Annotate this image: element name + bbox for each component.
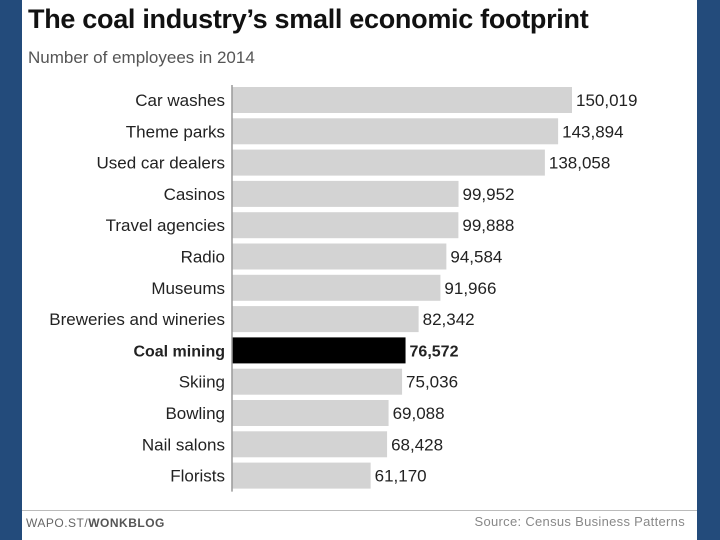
bar-nail-salons <box>232 431 388 458</box>
footer-credit[interactable]: WAPO.ST/WONKBLOG <box>26 516 165 530</box>
value-label: 91,966 <box>444 279 496 298</box>
category-label: Travel agencies <box>106 216 225 235</box>
bar-breweries-and-wineries <box>232 306 419 333</box>
category-label: Coal mining <box>133 343 225 360</box>
value-label: 150,019 <box>576 91 637 110</box>
value-label: 76,572 <box>410 343 459 360</box>
value-label: 94,584 <box>450 248 502 267</box>
source-note: Source: Census Business Patterns <box>474 514 685 529</box>
value-label: 143,894 <box>562 122 623 141</box>
category-label: Theme parks <box>126 122 225 141</box>
credit-brand: WONKBLOG <box>88 516 165 530</box>
bar-car-washes <box>232 87 572 113</box>
bar-travel-agencies <box>232 212 459 239</box>
bar-theme-parks <box>232 118 559 145</box>
category-label: Florists <box>170 467 225 486</box>
category-label: Casinos <box>164 185 225 204</box>
chart-card: The coal industry’s small economic footp… <box>22 0 697 540</box>
category-label: Breweries and wineries <box>49 310 225 329</box>
bar-used-car-dealers <box>232 149 545 176</box>
value-label: 69,088 <box>393 404 445 423</box>
chart-subtitle: Number of employees in 2014 <box>28 48 255 67</box>
category-label: Skiing <box>179 373 225 392</box>
value-label: 82,342 <box>423 310 475 329</box>
bar-florists <box>232 462 371 489</box>
footer-divider <box>22 510 697 511</box>
category-label: Bowling <box>165 404 225 423</box>
value-label: 61,170 <box>375 467 427 486</box>
bar-chart: Car washes 150,019 Theme parks 143,894 Used … <box>49 85 637 492</box>
value-label: 68,428 <box>391 435 443 454</box>
bar-casinos <box>232 180 459 207</box>
bar-coal-mining <box>232 337 406 364</box>
value-label: 99,888 <box>462 216 514 235</box>
value-label: 99,952 <box>463 185 515 204</box>
bar-skiing <box>232 368 403 395</box>
value-label: 75,036 <box>406 373 458 392</box>
category-label: Nail salons <box>142 435 225 454</box>
value-label: 138,058 <box>549 154 610 173</box>
bar-bowling <box>232 400 389 426</box>
credit-prefix: WAPO.ST/ <box>26 516 89 530</box>
category-label: Car washes <box>135 91 225 110</box>
bar-museums <box>232 274 441 301</box>
bar-radio <box>232 243 447 270</box>
category-label: Used car dealers <box>96 154 225 173</box>
category-label: Museums <box>151 279 225 298</box>
category-label: Radio <box>181 248 225 267</box>
chart-title: The coal industry’s small economic footp… <box>28 4 589 34</box>
